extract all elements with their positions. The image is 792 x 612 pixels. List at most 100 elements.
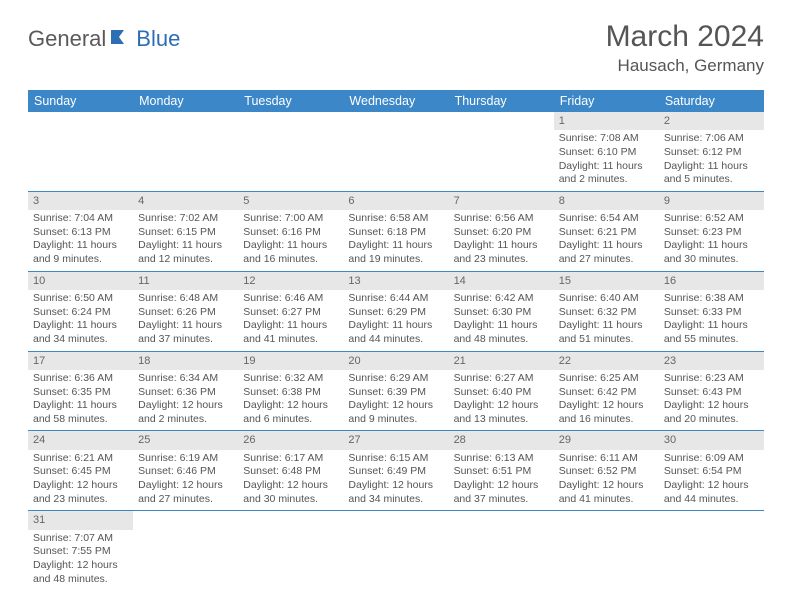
day-body: Sunrise: 6:58 AMSunset: 6:18 PMDaylight:…: [343, 210, 448, 271]
day-sunrise: Sunrise: 7:08 AM: [559, 132, 654, 146]
calendar-cell: 17Sunrise: 6:36 AMSunset: 6:35 PMDayligh…: [28, 351, 133, 431]
day-sunset: Sunset: 6:45 PM: [33, 465, 128, 479]
day-sunrise: Sunrise: 7:07 AM: [33, 532, 128, 546]
calendar-cell: 22Sunrise: 6:25 AMSunset: 6:42 PMDayligh…: [554, 351, 659, 431]
day-day1: Daylight: 12 hours: [454, 399, 549, 413]
day-day1: Daylight: 12 hours: [33, 479, 128, 493]
day-sunset: Sunset: 6:26 PM: [138, 306, 233, 320]
day-sunset: Sunset: 6:46 PM: [138, 465, 233, 479]
day-number: 11: [133, 272, 238, 290]
day-day2: and 30 minutes.: [664, 253, 759, 267]
day-day2: and 2 minutes.: [138, 413, 233, 427]
day-day1: Daylight: 11 hours: [33, 399, 128, 413]
calendar-cell: 9Sunrise: 6:52 AMSunset: 6:23 PMDaylight…: [659, 191, 764, 271]
day-number: 15: [554, 272, 659, 290]
day-sunset: Sunset: 6:39 PM: [348, 386, 443, 400]
day-day1: Daylight: 12 hours: [348, 399, 443, 413]
logo-text-blue: Blue: [136, 26, 180, 52]
calendar-cell: [343, 511, 448, 590]
day-sunrise: Sunrise: 6:29 AM: [348, 372, 443, 386]
day-day2: and 55 minutes.: [664, 333, 759, 347]
day-body: Sunrise: 6:42 AMSunset: 6:30 PMDaylight:…: [449, 290, 554, 351]
day-day2: and 16 minutes.: [559, 413, 654, 427]
calendar-cell: [133, 112, 238, 191]
day-number: 7: [449, 192, 554, 210]
day-body: Sunrise: 7:06 AMSunset: 6:12 PMDaylight:…: [659, 130, 764, 191]
calendar-cell: 6Sunrise: 6:58 AMSunset: 6:18 PMDaylight…: [343, 191, 448, 271]
day-day2: and 34 minutes.: [33, 333, 128, 347]
page-title: March 2024: [606, 20, 764, 54]
day-day2: and 48 minutes.: [454, 333, 549, 347]
day-sunrise: Sunrise: 6:40 AM: [559, 292, 654, 306]
day-body: Sunrise: 7:07 AMSunset: 7:55 PMDaylight:…: [28, 530, 133, 591]
day-day2: and 30 minutes.: [243, 493, 338, 507]
day-day2: and 12 minutes.: [138, 253, 233, 267]
day-day2: and 23 minutes.: [33, 493, 128, 507]
day-sunset: Sunset: 6:43 PM: [664, 386, 759, 400]
day-sunrise: Sunrise: 6:44 AM: [348, 292, 443, 306]
day-day2: and 58 minutes.: [33, 413, 128, 427]
day-sunrise: Sunrise: 7:04 AM: [33, 212, 128, 226]
day-body: Sunrise: 6:40 AMSunset: 6:32 PMDaylight:…: [554, 290, 659, 351]
day-sunset: Sunset: 6:24 PM: [33, 306, 128, 320]
day-sunset: Sunset: 6:52 PM: [559, 465, 654, 479]
day-body: Sunrise: 7:00 AMSunset: 6:16 PMDaylight:…: [238, 210, 343, 271]
calendar-row: 31Sunrise: 7:07 AMSunset: 7:55 PMDayligh…: [28, 511, 764, 590]
day-day2: and 9 minutes.: [33, 253, 128, 267]
day-number: 9: [659, 192, 764, 210]
calendar-cell: 28Sunrise: 6:13 AMSunset: 6:51 PMDayligh…: [449, 431, 554, 511]
calendar-row: 17Sunrise: 6:36 AMSunset: 6:35 PMDayligh…: [28, 351, 764, 431]
day-number: 27: [343, 431, 448, 449]
day-sunrise: Sunrise: 6:17 AM: [243, 452, 338, 466]
calendar-cell: 7Sunrise: 6:56 AMSunset: 6:20 PMDaylight…: [449, 191, 554, 271]
day-sunset: Sunset: 6:36 PM: [138, 386, 233, 400]
day-day1: Daylight: 11 hours: [454, 319, 549, 333]
day-day2: and 27 minutes.: [559, 253, 654, 267]
day-sunset: Sunset: 6:15 PM: [138, 226, 233, 240]
day-body: Sunrise: 6:27 AMSunset: 6:40 PMDaylight:…: [449, 370, 554, 431]
day-sunrise: Sunrise: 6:56 AM: [454, 212, 549, 226]
day-sunset: Sunset: 6:29 PM: [348, 306, 443, 320]
day-sunset: Sunset: 6:30 PM: [454, 306, 549, 320]
day-body: Sunrise: 6:46 AMSunset: 6:27 PMDaylight:…: [238, 290, 343, 351]
calendar-cell: 12Sunrise: 6:46 AMSunset: 6:27 PMDayligh…: [238, 271, 343, 351]
day-day1: Daylight: 12 hours: [664, 479, 759, 493]
day-day1: Daylight: 11 hours: [33, 239, 128, 253]
day-sunset: Sunset: 6:49 PM: [348, 465, 443, 479]
day-body: Sunrise: 6:36 AMSunset: 6:35 PMDaylight:…: [28, 370, 133, 431]
calendar-cell: [238, 112, 343, 191]
day-number: 26: [238, 431, 343, 449]
day-day1: Daylight: 12 hours: [33, 559, 128, 573]
calendar-cell: [449, 112, 554, 191]
day-number: 16: [659, 272, 764, 290]
calendar-cell: 1Sunrise: 7:08 AMSunset: 6:10 PMDaylight…: [554, 112, 659, 191]
day-sunrise: Sunrise: 6:42 AM: [454, 292, 549, 306]
col-saturday: Saturday: [659, 90, 764, 112]
day-day1: Daylight: 12 hours: [559, 479, 654, 493]
day-sunrise: Sunrise: 6:21 AM: [33, 452, 128, 466]
day-body: Sunrise: 6:54 AMSunset: 6:21 PMDaylight:…: [554, 210, 659, 271]
calendar-cell: 25Sunrise: 6:19 AMSunset: 6:46 PMDayligh…: [133, 431, 238, 511]
day-day2: and 20 minutes.: [664, 413, 759, 427]
day-body: Sunrise: 6:32 AMSunset: 6:38 PMDaylight:…: [238, 370, 343, 431]
day-sunset: Sunset: 6:20 PM: [454, 226, 549, 240]
day-number: 23: [659, 352, 764, 370]
day-day1: Daylight: 11 hours: [664, 160, 759, 174]
calendar-cell: 30Sunrise: 6:09 AMSunset: 6:54 PMDayligh…: [659, 431, 764, 511]
col-monday: Monday: [133, 90, 238, 112]
day-day1: Daylight: 11 hours: [138, 319, 233, 333]
day-body: Sunrise: 7:02 AMSunset: 6:15 PMDaylight:…: [133, 210, 238, 271]
day-number: 24: [28, 431, 133, 449]
day-day1: Daylight: 11 hours: [33, 319, 128, 333]
calendar-cell: 13Sunrise: 6:44 AMSunset: 6:29 PMDayligh…: [343, 271, 448, 351]
day-sunrise: Sunrise: 6:27 AM: [454, 372, 549, 386]
calendar-table: Sunday Monday Tuesday Wednesday Thursday…: [28, 90, 764, 590]
day-body: Sunrise: 7:08 AMSunset: 6:10 PMDaylight:…: [554, 130, 659, 191]
day-sunset: Sunset: 6:27 PM: [243, 306, 338, 320]
day-sunrise: Sunrise: 6:11 AM: [559, 452, 654, 466]
day-day1: Daylight: 11 hours: [243, 319, 338, 333]
calendar-row: 10Sunrise: 6:50 AMSunset: 6:24 PMDayligh…: [28, 271, 764, 351]
header-row: Sunday Monday Tuesday Wednesday Thursday…: [28, 90, 764, 112]
day-number: 30: [659, 431, 764, 449]
day-day2: and 19 minutes.: [348, 253, 443, 267]
